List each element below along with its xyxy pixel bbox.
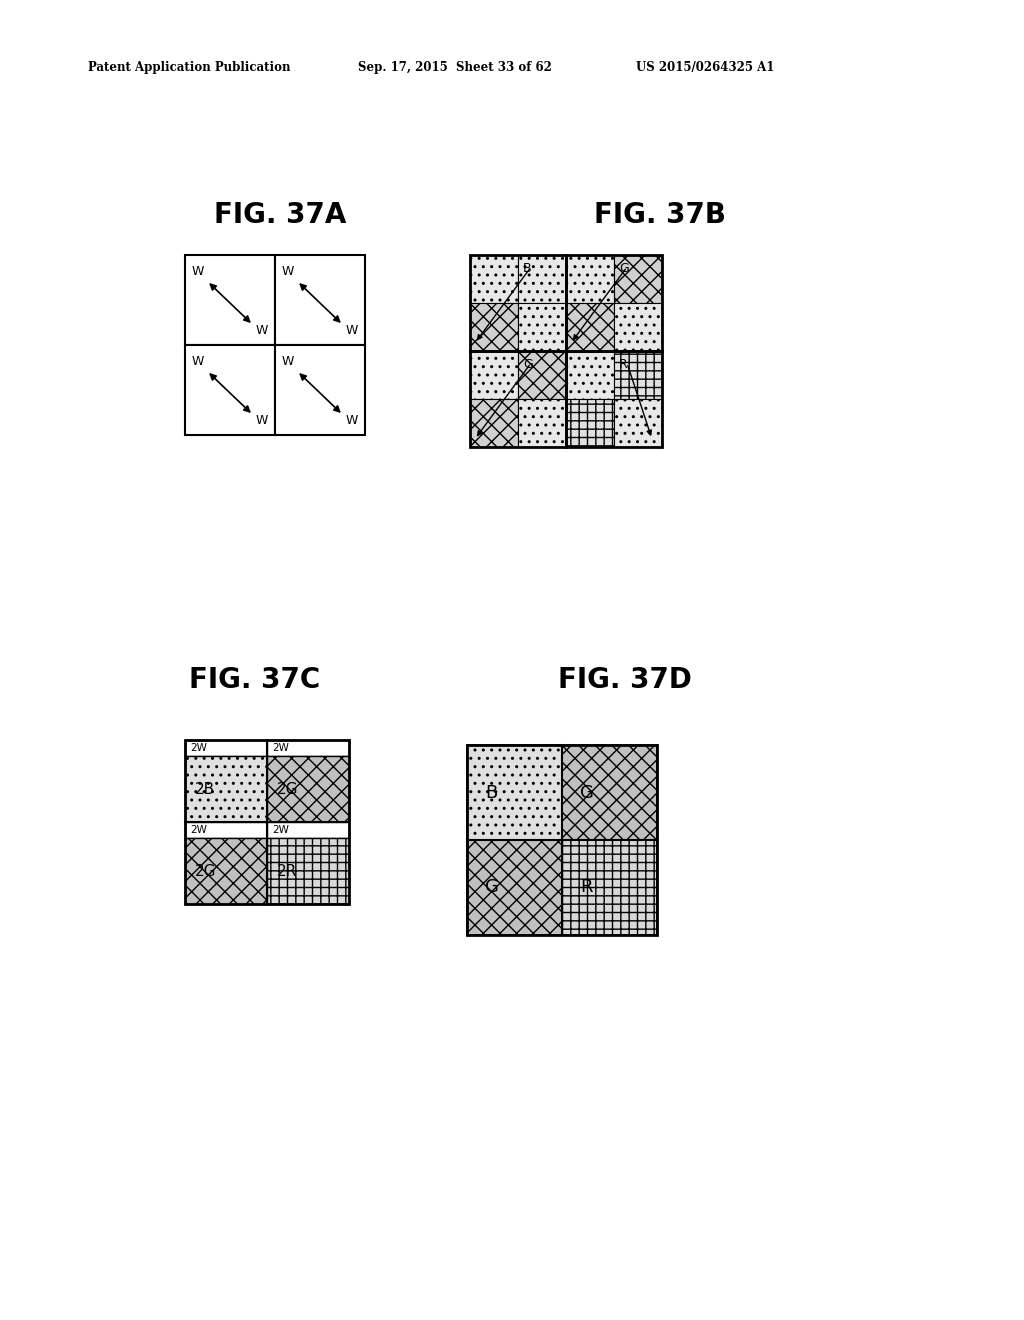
Bar bbox=[518, 399, 566, 447]
Bar bbox=[185, 345, 275, 436]
Bar bbox=[275, 255, 365, 345]
Bar bbox=[566, 351, 614, 399]
Text: W: W bbox=[193, 355, 205, 368]
Text: W: W bbox=[256, 323, 268, 337]
Text: B: B bbox=[523, 261, 531, 275]
Text: W: W bbox=[346, 323, 358, 337]
Text: 2W: 2W bbox=[190, 825, 207, 836]
Text: FIG. 37D: FIG. 37D bbox=[558, 667, 692, 694]
Text: 2R: 2R bbox=[278, 863, 297, 879]
Text: W: W bbox=[282, 265, 294, 279]
Bar bbox=[566, 255, 614, 304]
Text: 2W: 2W bbox=[272, 825, 289, 836]
Bar bbox=[566, 255, 662, 351]
Text: Sep. 17, 2015  Sheet 33 of 62: Sep. 17, 2015 Sheet 33 of 62 bbox=[358, 62, 552, 74]
Text: Patent Application Publication: Patent Application Publication bbox=[88, 62, 291, 74]
Bar bbox=[470, 255, 566, 351]
Text: 2W: 2W bbox=[190, 743, 207, 752]
Bar bbox=[562, 744, 657, 840]
Bar bbox=[614, 304, 662, 351]
Bar bbox=[467, 840, 562, 935]
Bar bbox=[470, 351, 566, 447]
Bar bbox=[267, 741, 349, 756]
Text: G: G bbox=[580, 784, 594, 801]
Bar bbox=[467, 744, 562, 840]
Bar bbox=[275, 345, 365, 436]
Text: W: W bbox=[256, 414, 268, 426]
Bar bbox=[267, 838, 349, 904]
Bar bbox=[562, 840, 657, 935]
Text: FIG. 37B: FIG. 37B bbox=[594, 201, 726, 228]
Text: 2W: 2W bbox=[272, 743, 289, 752]
Bar bbox=[566, 304, 614, 351]
Bar bbox=[470, 255, 518, 304]
Bar bbox=[614, 399, 662, 447]
Text: W: W bbox=[282, 355, 294, 368]
Bar bbox=[614, 255, 662, 304]
Bar bbox=[566, 351, 662, 447]
Bar bbox=[185, 741, 267, 756]
Bar bbox=[470, 399, 518, 447]
Text: 2B: 2B bbox=[195, 781, 215, 796]
Text: G: G bbox=[618, 261, 629, 275]
Bar bbox=[566, 399, 614, 447]
Text: R: R bbox=[580, 879, 593, 896]
Text: FIG. 37A: FIG. 37A bbox=[214, 201, 346, 228]
Bar bbox=[185, 838, 267, 904]
Bar bbox=[518, 304, 566, 351]
Text: 2G: 2G bbox=[195, 863, 216, 879]
Text: 2G: 2G bbox=[278, 781, 299, 796]
Bar bbox=[518, 351, 566, 399]
Text: W: W bbox=[346, 414, 358, 426]
Text: FIG. 37C: FIG. 37C bbox=[189, 667, 321, 694]
Bar bbox=[614, 351, 662, 399]
Text: G: G bbox=[485, 879, 499, 896]
Bar bbox=[467, 744, 657, 935]
Bar bbox=[470, 304, 518, 351]
Bar bbox=[185, 756, 267, 822]
Bar bbox=[185, 255, 275, 345]
Text: R: R bbox=[618, 358, 628, 371]
Bar bbox=[185, 822, 267, 838]
Bar bbox=[267, 756, 349, 822]
Bar bbox=[267, 822, 349, 838]
Text: G: G bbox=[523, 358, 532, 371]
Bar bbox=[470, 351, 518, 399]
Text: US 2015/0264325 A1: US 2015/0264325 A1 bbox=[636, 62, 774, 74]
Bar bbox=[185, 741, 349, 904]
Text: W: W bbox=[193, 265, 205, 279]
Text: B: B bbox=[485, 784, 498, 801]
Bar bbox=[518, 255, 566, 304]
